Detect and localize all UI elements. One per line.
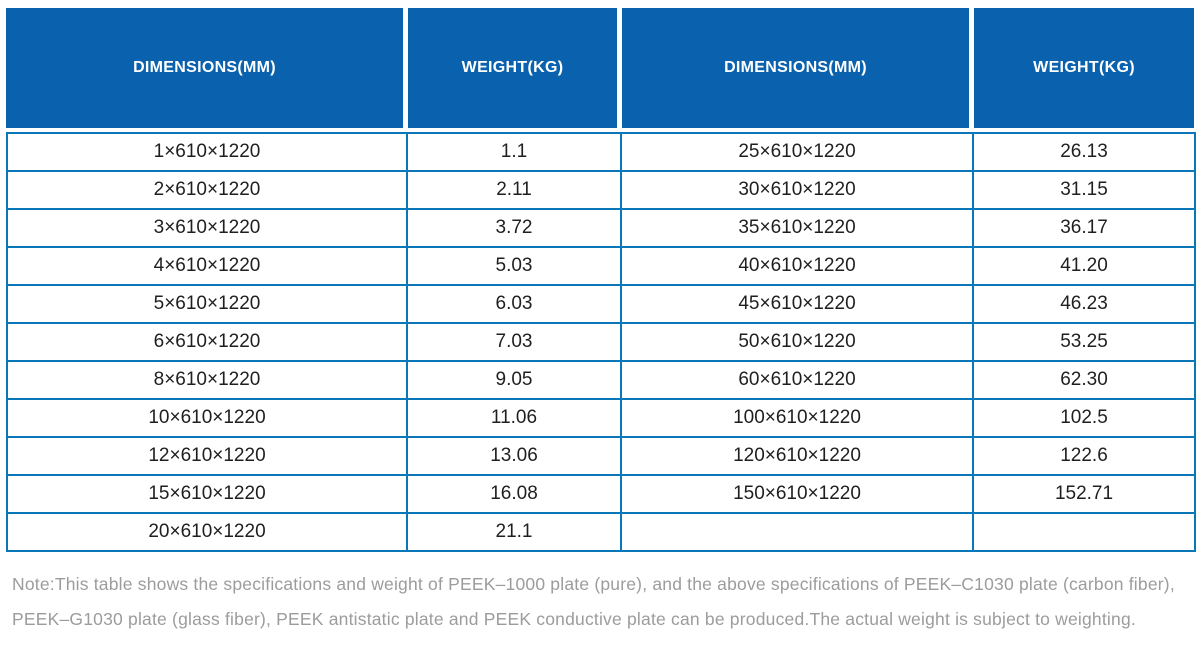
column-header-dimensions-2: DIMENSIONS(MM) — [622, 8, 969, 128]
weight-cell: 152.71 — [972, 474, 1196, 514]
dimensions-cell: 6×610×1220 — [6, 322, 408, 362]
table-row: 6×610×1220 7.03 50×610×1220 53.25 — [6, 322, 1196, 362]
column-header-weight-1: WEIGHT(KG) — [408, 8, 617, 128]
table-row: 4×610×1220 5.03 40×610×1220 41.20 — [6, 246, 1196, 286]
weight-cell: 7.03 — [406, 322, 622, 362]
weight-cell: 102.5 — [972, 398, 1196, 438]
dimensions-cell — [620, 512, 974, 552]
dimensions-cell: 120×610×1220 — [620, 436, 974, 476]
column-header-weight-2: WEIGHT(KG) — [974, 8, 1194, 128]
dimensions-cell: 2×610×1220 — [6, 170, 408, 210]
dimensions-cell: 100×610×1220 — [620, 398, 974, 438]
table-row: 20×610×1220 21.1 — [6, 512, 1196, 552]
dimensions-cell: 25×610×1220 — [620, 132, 974, 172]
weight-cell: 41.20 — [972, 246, 1196, 286]
dimensions-cell: 20×610×1220 — [6, 512, 408, 552]
weight-cell: 13.06 — [406, 436, 622, 476]
table-row: 3×610×1220 3.72 35×610×1220 36.17 — [6, 208, 1196, 248]
weight-cell: 16.08 — [406, 474, 622, 514]
table-row: 10×610×1220 11.06 100×610×1220 102.5 — [6, 398, 1196, 438]
dimensions-cell: 50×610×1220 — [620, 322, 974, 362]
table-row: 2×610×1220 2.11 30×610×1220 31.15 — [6, 170, 1196, 210]
table-row: 5×610×1220 6.03 45×610×1220 46.23 — [6, 284, 1196, 324]
weight-cell: 46.23 — [972, 284, 1196, 324]
dimensions-cell: 3×610×1220 — [6, 208, 408, 248]
weight-cell: 1.1 — [406, 132, 622, 172]
dimensions-cell: 15×610×1220 — [6, 474, 408, 514]
table-row: 12×610×1220 13.06 120×610×1220 122.6 — [6, 436, 1196, 476]
weight-cell: 36.17 — [972, 208, 1196, 248]
dimensions-cell: 45×610×1220 — [620, 284, 974, 324]
weight-cell: 122.6 — [972, 436, 1196, 476]
weight-cell: 21.1 — [406, 512, 622, 552]
dimensions-cell: 8×610×1220 — [6, 360, 408, 400]
weight-cell: 53.25 — [972, 322, 1196, 362]
dimensions-cell: 5×610×1220 — [6, 284, 408, 324]
table-row: 1×610×1220 1.1 25×610×1220 26.13 — [6, 132, 1196, 172]
dimensions-cell: 10×610×1220 — [6, 398, 408, 438]
dimensions-cell: 1×610×1220 — [6, 132, 408, 172]
dimensions-cell: 40×610×1220 — [620, 246, 974, 286]
spec-table-body: 1×610×1220 1.1 25×610×1220 26.13 2×610×1220 2… — [6, 132, 1196, 552]
table-row: 8×610×1220 9.05 60×610×1220 62.30 — [6, 360, 1196, 400]
note-text: Note:This table shows the specifications… — [12, 567, 1194, 637]
dimensions-cell: 150×610×1220 — [620, 474, 974, 514]
weight-cell: 31.15 — [972, 170, 1196, 210]
weight-cell: 11.06 — [406, 398, 622, 438]
weight-cell: 3.72 — [406, 208, 622, 248]
weight-cell: 62.30 — [972, 360, 1196, 400]
note-line-1: Note:This table shows the specifications… — [12, 574, 1175, 594]
dimensions-cell: 12×610×1220 — [6, 436, 408, 476]
note-line-2: PEEK–G1030 plate (glass fiber), PEEK ant… — [12, 609, 1136, 629]
weight-cell: 5.03 — [406, 246, 622, 286]
weight-cell: 26.13 — [972, 132, 1196, 172]
dimensions-cell: 35×610×1220 — [620, 208, 974, 248]
dimensions-cell: 4×610×1220 — [6, 246, 408, 286]
weight-cell: 2.11 — [406, 170, 622, 210]
table-row: 15×610×1220 16.08 150×610×1220 152.71 — [6, 474, 1196, 514]
spec-sheet: DIMENSIONS(MM) WEIGHT(KG) DIMENSIONS(MM)… — [6, 8, 1196, 637]
table-header-row: DIMENSIONS(MM) WEIGHT(KG) DIMENSIONS(MM)… — [6, 8, 1194, 128]
weight-cell: 6.03 — [406, 284, 622, 324]
weight-cell: 9.05 — [406, 360, 622, 400]
dimensions-cell: 30×610×1220 — [620, 170, 974, 210]
weight-cell — [972, 512, 1196, 552]
column-header-dimensions-1: DIMENSIONS(MM) — [6, 8, 403, 128]
dimensions-cell: 60×610×1220 — [620, 360, 974, 400]
spec-table: 1×610×1220 1.1 25×610×1220 26.13 2×610×1220 2… — [6, 132, 1196, 552]
